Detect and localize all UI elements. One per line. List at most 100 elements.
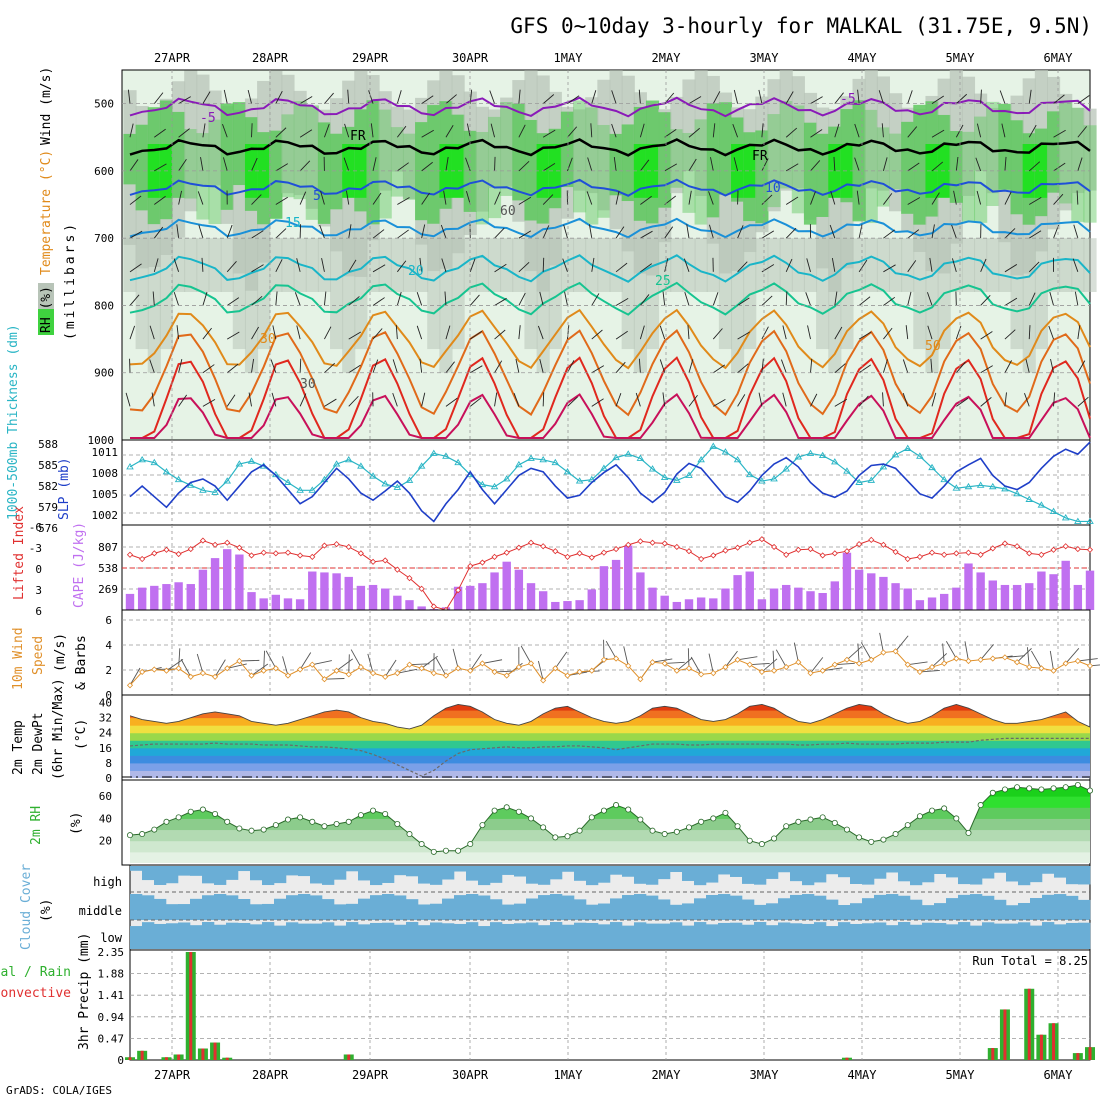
wind-speed-point <box>722 664 729 671</box>
rh-point <box>491 807 498 814</box>
lifted-index-point <box>382 557 389 564</box>
wind-speed-point <box>455 665 462 672</box>
rh-point <box>965 829 972 836</box>
cloud-middle-bar <box>430 903 443 920</box>
cloud-middle-bar <box>790 894 803 920</box>
cape-bar <box>393 595 402 610</box>
cloud-middle-bar <box>502 904 515 920</box>
date-label-bottom: 1MAY <box>554 1068 584 1082</box>
cape-bar <box>405 600 414 610</box>
bottom-date-axis: 27APR 28APR 29APR 30APR 1MAY 2MAY 3MAY 4MAY 5MAY… <box>154 1068 1073 1082</box>
lifted-index-point <box>965 549 972 556</box>
cape-bar <box>563 601 572 610</box>
thickness-point <box>211 488 219 495</box>
cloud-middle-bar <box>1018 902 1031 920</box>
cloud-high-bar <box>934 866 947 874</box>
cloud-low-bar <box>382 922 395 949</box>
lifted-index-point <box>758 536 765 543</box>
cloud-low-bar <box>178 922 191 949</box>
cloud-high-bar <box>598 866 611 883</box>
lifted-index-point <box>540 543 547 550</box>
cloud-low-bar <box>514 923 527 949</box>
cloud-middle-bar <box>214 894 227 920</box>
cape-bar <box>271 594 281 610</box>
lifted-index-point <box>369 558 377 565</box>
thickness-point <box>903 444 912 451</box>
lifted-index-point <box>576 550 583 557</box>
rh-point <box>272 822 279 829</box>
thickness-point <box>782 465 790 472</box>
cape-bar <box>490 572 499 610</box>
thickness-point <box>709 442 718 449</box>
cloud-low-bar <box>466 922 479 949</box>
rh-point <box>625 806 632 813</box>
cloud-low-bar <box>934 922 947 949</box>
lifted-index-point <box>600 549 607 556</box>
cloud-high-bar <box>166 866 179 884</box>
slp-tick: 1005 <box>92 488 119 501</box>
rh-point <box>382 810 389 817</box>
wind-speed-point <box>904 661 911 668</box>
lifted-index-point <box>467 563 474 570</box>
wind-barb <box>312 660 332 666</box>
cloud-middle-bar <box>958 894 971 920</box>
wind-speed-point <box>345 671 352 678</box>
temperature-contour <box>129 254 1091 283</box>
cloud-middle-bar <box>838 905 851 920</box>
cloud-high-bar <box>454 866 467 872</box>
cloud-high-bar <box>958 866 971 885</box>
wind-barb <box>708 653 714 674</box>
cloud-low-bar <box>658 923 671 949</box>
cloud-low-bar <box>634 922 647 949</box>
thickness-point <box>1074 517 1082 524</box>
lifted-index-point <box>843 548 851 555</box>
cloud-low-bar <box>538 925 551 949</box>
lifted-index-point <box>1038 551 1045 558</box>
cloud-low-bar <box>682 925 695 949</box>
rh-point <box>127 832 134 839</box>
cloud-high-bar <box>778 866 791 873</box>
cloud-middle-bar <box>1006 905 1019 920</box>
cloud-high-bar <box>334 866 347 880</box>
wind-barb <box>846 646 863 661</box>
cloud-high-bar <box>358 866 371 881</box>
wind-barb <box>1065 648 1080 664</box>
wind-barb <box>822 667 843 672</box>
thickness-point <box>539 455 547 463</box>
cloud-low-bar <box>154 923 167 949</box>
rh-point <box>1087 787 1094 794</box>
cloud-high-bar <box>634 866 647 884</box>
cloud-middle-bar <box>646 895 659 920</box>
cloud-middle-bar <box>658 899 671 920</box>
cloud-low-bar <box>346 922 359 949</box>
wind-speed-point <box>333 667 340 674</box>
cloud-high-bar <box>718 866 731 875</box>
thickness-point <box>952 484 961 491</box>
temp-line <box>129 703 1091 730</box>
thickness-point <box>1013 489 1021 497</box>
wind-panel: 6 4 2 0 10m Wind Speed & Barbs (m/s) <box>11 609 1100 702</box>
cloud-high-bar <box>982 866 995 879</box>
wind-barb <box>469 653 482 671</box>
rh-point <box>977 802 984 809</box>
thickness-point <box>1037 501 1046 508</box>
cape-bar <box>453 586 463 610</box>
wind-barb <box>554 651 568 669</box>
wind-speed-point <box>1026 664 1033 671</box>
rh-point <box>1026 785 1033 792</box>
wind-barb <box>409 663 430 666</box>
cloud-low-bar <box>418 925 431 949</box>
wind-barb <box>214 659 226 678</box>
rh-point <box>309 818 316 825</box>
cloud-middle-bar <box>418 904 431 920</box>
cloud-middle-bar <box>370 895 383 920</box>
wind-barb <box>482 659 503 664</box>
wind-speed-point <box>199 670 206 677</box>
wind-speed-point <box>491 668 498 675</box>
cloud-low-bar <box>502 923 515 949</box>
wind-speed-point <box>163 667 170 674</box>
rh-point <box>880 836 887 843</box>
thickness-point <box>417 462 426 469</box>
wind-barb <box>895 635 909 652</box>
cloud-low-bar <box>814 922 827 949</box>
